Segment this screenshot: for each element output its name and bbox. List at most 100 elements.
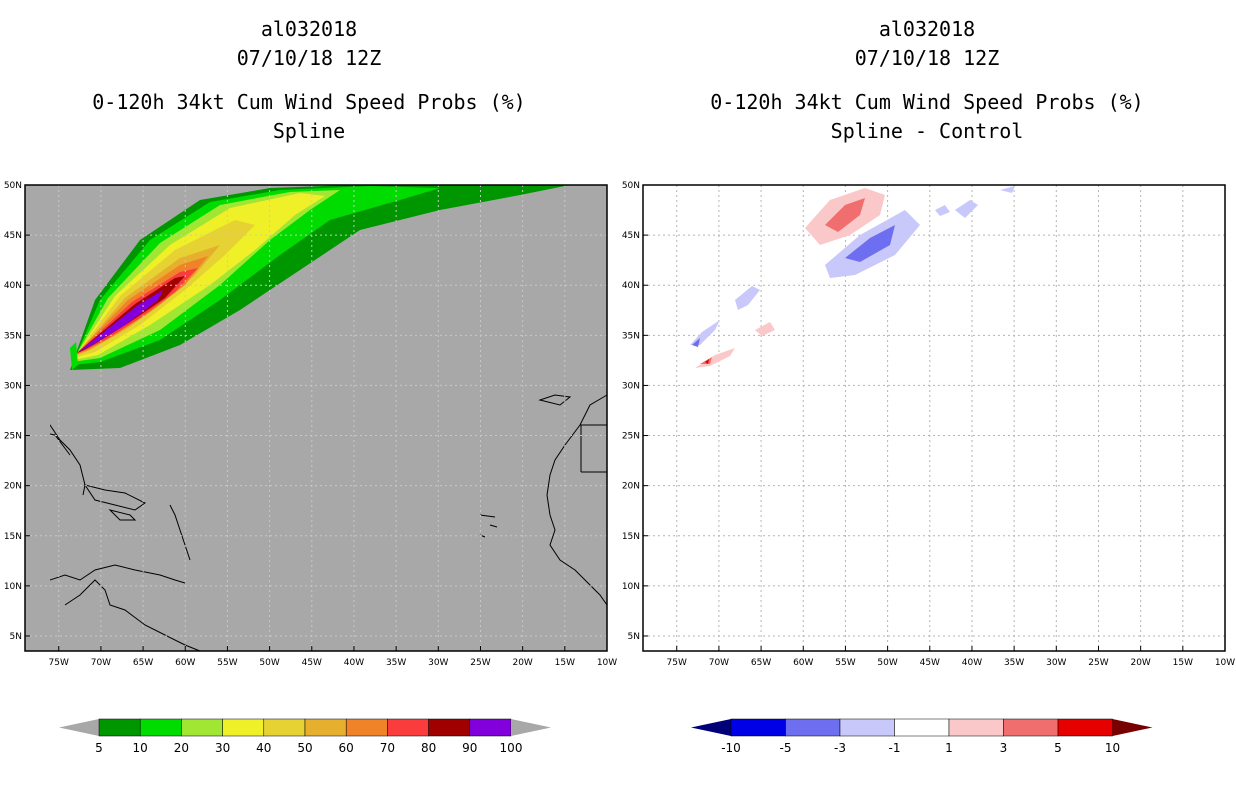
lat-tick-label: 20N bbox=[4, 482, 22, 492]
colorbar-label: 50 bbox=[297, 741, 312, 755]
lon-tick-label: 40W bbox=[962, 658, 982, 668]
left-title-storm-id: al032018 bbox=[260, 17, 358, 41]
colorbar-label: -10 bbox=[721, 741, 741, 755]
lon-tick-label: 50W bbox=[877, 658, 897, 668]
lon-tick-label: 15W bbox=[1173, 658, 1193, 668]
lon-tick-label: 15W bbox=[555, 658, 575, 668]
lon-tick-label: 25W bbox=[1088, 658, 1108, 668]
colorbar-label: -3 bbox=[834, 741, 846, 755]
left-title-product: 0-120h 34kt Cum Wind Speed Probs (%) bbox=[92, 90, 526, 114]
lon-tick-label: 40W bbox=[344, 658, 364, 668]
right-title-product: 0-120h 34kt Cum Wind Speed Probs (%) bbox=[710, 90, 1144, 114]
lat-tick-label: 10N bbox=[4, 582, 22, 592]
lon-tick-label: 55W bbox=[835, 658, 855, 668]
colorbar-segment bbox=[469, 718, 512, 737]
left-map-panel: 50N 45N 40N 35N 30N 25N 20N 15N 10N 5N 75W 70W 65W 60… bbox=[4, 181, 617, 668]
lon-tick-label: 10W bbox=[597, 658, 617, 668]
colorbar-label: 5 bbox=[95, 741, 103, 755]
lon-tick-label: 75W bbox=[49, 658, 69, 668]
right-difference-field bbox=[690, 186, 1015, 368]
lat-tick-label: 40N bbox=[4, 281, 22, 291]
lon-tick-label: 35W bbox=[386, 658, 406, 668]
colorbar-segment bbox=[181, 718, 223, 737]
right-title-datetime: 07/10/18 12Z bbox=[854, 46, 1000, 70]
lat-tick-label: 10N bbox=[622, 582, 640, 592]
right-colorbar: -10 -5 -3 -1 1 3 5 10 bbox=[691, 718, 1153, 755]
colorbar-segment bbox=[839, 718, 895, 737]
colorbar-label: 40 bbox=[256, 741, 271, 755]
colorbar-segment bbox=[222, 718, 265, 737]
lat-tick-label: 15N bbox=[622, 532, 640, 542]
right-axis-labels: 50N 45N 40N 35N 30N 25N 20N 15N 10N 5N 75W 70W 65W 60… bbox=[622, 181, 1235, 668]
lon-tick-label: 30W bbox=[1046, 658, 1066, 668]
lon-tick-label: 20W bbox=[512, 658, 532, 668]
left-gridlines bbox=[25, 185, 607, 651]
right-map-background bbox=[643, 185, 1225, 651]
lat-tick-label: 50N bbox=[4, 181, 22, 191]
lon-tick-label: 65W bbox=[133, 658, 153, 668]
lat-tick-label: 40N bbox=[622, 281, 640, 291]
colorbar-segment bbox=[428, 718, 471, 737]
left-title-method: Spline bbox=[272, 119, 346, 143]
lat-tick-label: 45N bbox=[4, 231, 22, 241]
colorbar-label: 20 bbox=[174, 741, 189, 755]
colorbar-label: 90 bbox=[462, 741, 477, 755]
left-title-datetime: 07/10/18 12Z bbox=[236, 46, 382, 70]
right-title-storm-id: al032018 bbox=[878, 17, 976, 41]
lon-tick-label: 60W bbox=[175, 658, 195, 668]
lat-tick-label: 35N bbox=[4, 331, 22, 341]
lon-tick-label: 30W bbox=[428, 658, 448, 668]
colorbar-under-arrow bbox=[59, 719, 99, 736]
colorbar-under-arrow bbox=[691, 719, 731, 736]
colorbar-label: 10 bbox=[133, 741, 148, 755]
colorbar-label: 70 bbox=[380, 741, 395, 755]
right-title-method: Spline - Control bbox=[830, 119, 1024, 143]
colorbar-label: 30 bbox=[215, 741, 230, 755]
lon-tick-label: 70W bbox=[91, 658, 111, 668]
lon-tick-label: 70W bbox=[709, 658, 729, 668]
lon-tick-label: 55W bbox=[217, 658, 237, 668]
lon-tick-label: 45W bbox=[302, 658, 322, 668]
right-map-panel: 50N 45N 40N 35N 30N 25N 20N 15N 10N 5N 75W 70W 65W 60… bbox=[622, 181, 1235, 668]
colorbar-label: 60 bbox=[339, 741, 354, 755]
colorbar-label: 10 bbox=[1105, 741, 1120, 755]
left-colorbar: 5 10 20 30 40 50 60 70 80 90 100 bbox=[59, 718, 551, 755]
colorbar-segment bbox=[894, 718, 950, 737]
colorbar-label: 5 bbox=[1054, 741, 1062, 755]
right-title-block: al032018 07/10/18 12Z 0-120h 34kt Cum Wi… bbox=[627, 15, 1227, 146]
lon-tick-label: 65W bbox=[751, 658, 771, 668]
colorbar-over-arrow bbox=[1112, 719, 1153, 736]
colorbar-over-arrow bbox=[511, 719, 551, 736]
colorbar-label: 3 bbox=[1000, 741, 1008, 755]
colorbar-label: 80 bbox=[421, 741, 436, 755]
lon-tick-label: 10W bbox=[1215, 658, 1235, 668]
colorbar-segment bbox=[730, 718, 786, 737]
lon-tick-label: 25W bbox=[470, 658, 490, 668]
left-axis-labels: 50N 45N 40N 35N 30N 25N 20N 15N 10N 5N 75W 70W 65W 60… bbox=[4, 181, 617, 668]
lat-tick-label: 50N bbox=[622, 181, 640, 191]
lon-tick-label: 50W bbox=[259, 658, 279, 668]
colorbar-segment bbox=[1057, 718, 1113, 737]
lat-tick-label: 5N bbox=[628, 632, 640, 642]
lat-tick-label: 35N bbox=[622, 331, 640, 341]
colorbar-segment bbox=[139, 718, 182, 737]
lat-tick-label: 30N bbox=[4, 381, 22, 391]
colorbar-segment bbox=[785, 718, 841, 737]
colorbar-segment bbox=[98, 718, 141, 737]
lat-tick-label: 15N bbox=[4, 532, 22, 542]
left-map-frame bbox=[24, 184, 608, 652]
lat-tick-label: 30N bbox=[622, 381, 640, 391]
lon-tick-label: 20W bbox=[1130, 658, 1150, 668]
colorbar-label: 100 bbox=[500, 741, 523, 755]
colorbar-label: -5 bbox=[780, 741, 792, 755]
lat-tick-label: 25N bbox=[622, 432, 640, 442]
lon-tick-label: 75W bbox=[667, 658, 687, 668]
lat-tick-label: 45N bbox=[622, 231, 640, 241]
colorbar-segment bbox=[263, 718, 306, 737]
lat-tick-label: 5N bbox=[10, 632, 22, 642]
lat-tick-label: 25N bbox=[4, 432, 22, 442]
colorbar-label: -1 bbox=[889, 741, 901, 755]
colorbar-segment bbox=[345, 718, 388, 737]
lon-tick-label: 60W bbox=[793, 658, 813, 668]
